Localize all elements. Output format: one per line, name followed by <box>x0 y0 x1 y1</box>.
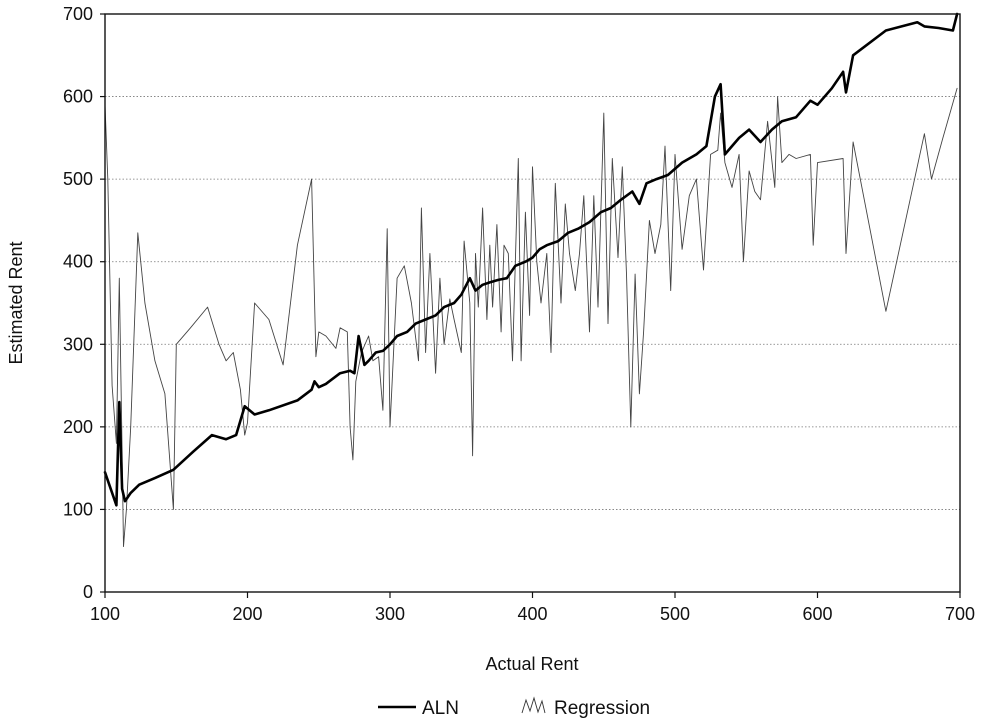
x-axis-title: Actual Rent <box>485 654 578 674</box>
series-line-aln <box>103 12 959 507</box>
y-tick-label-600: 600 <box>63 87 93 107</box>
series-line-regression <box>104 87 958 548</box>
y-axis-title: Estimated Rent <box>6 241 26 364</box>
legend: ALN Regression <box>378 696 650 718</box>
y-tick-label-400: 400 <box>63 252 93 272</box>
x-tick-label-700: 700 <box>945 604 975 624</box>
legend-label-aln: ALN <box>422 698 459 718</box>
x-tick-label-500: 500 <box>660 604 690 624</box>
y-tick-label-500: 500 <box>63 169 93 189</box>
x-tick-label-600: 600 <box>802 604 832 624</box>
x-tick-label-100: 100 <box>90 604 120 624</box>
plot-area-background <box>105 14 960 592</box>
x-tick-label-400: 400 <box>517 604 547 624</box>
y-tick-label-200: 200 <box>63 417 93 437</box>
y-tick-label-0: 0 <box>83 582 93 602</box>
legend-label-regression: Regression <box>554 698 650 718</box>
x-tick-label-200: 200 <box>232 604 262 624</box>
legend-swatch-regression <box>521 696 546 714</box>
series-layer <box>103 12 959 548</box>
x-tick-label-300: 300 <box>375 604 405 624</box>
y-tick-label-300: 300 <box>63 334 93 354</box>
y-tick-label-700: 700 <box>63 4 93 24</box>
y-tick-label-100: 100 <box>63 499 93 519</box>
